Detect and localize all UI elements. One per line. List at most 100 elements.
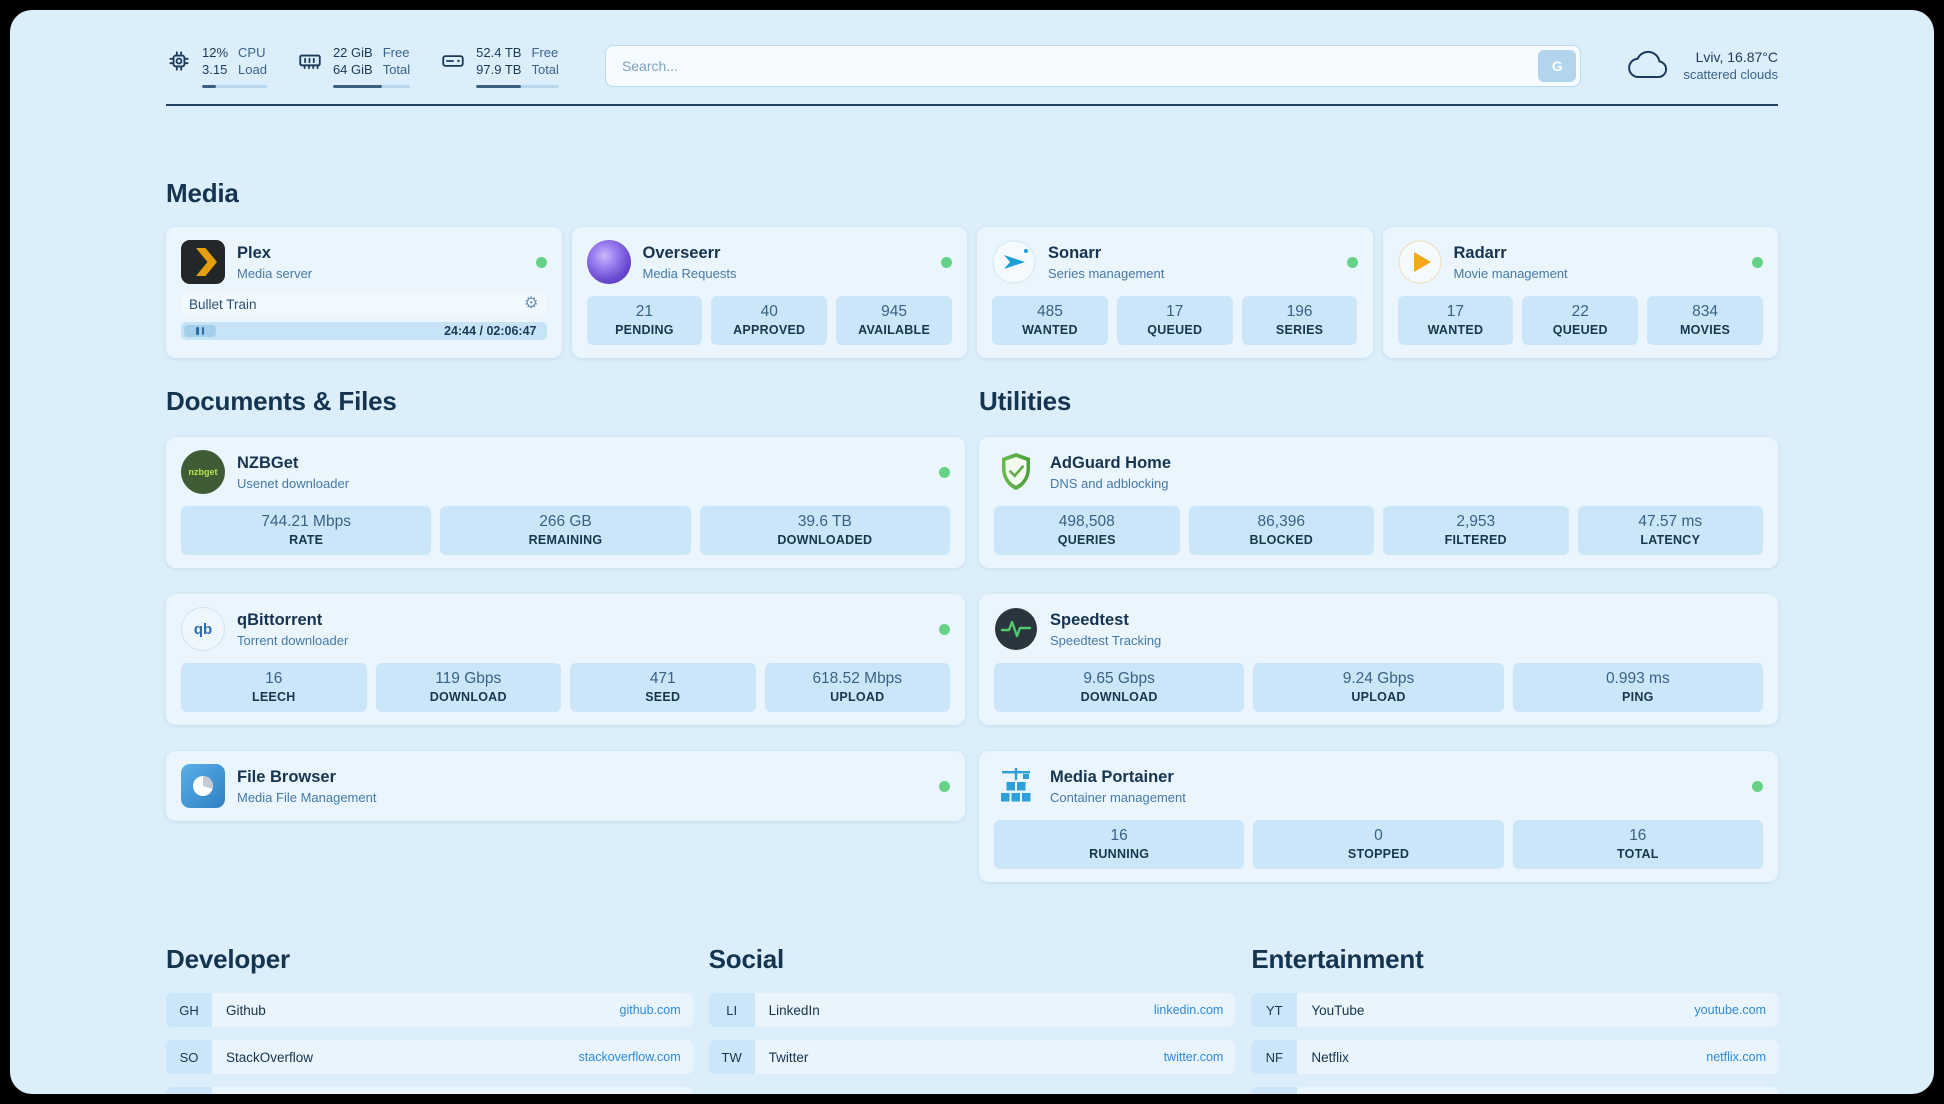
filebrowser-icon (181, 764, 225, 808)
stat-tile: 40 APPROVED (711, 296, 828, 345)
adguard-card[interactable]: AdGuard Home DNS and adblocking 498,508 … (979, 437, 1778, 568)
portainer-icon (994, 764, 1038, 808)
search-input[interactable] (604, 45, 1582, 87)
bookmark-linkedin[interactable]: LI LinkedIn linkedin.com (708, 993, 1236, 1027)
sonarr-card[interactable]: Sonarr Series management 485 WANTED 17 Q… (977, 227, 1373, 358)
ram-icon (297, 48, 323, 74)
stat-label: STOPPED (1347, 847, 1410, 861)
stat-tile: 16 TOTAL (1512, 820, 1763, 869)
bookmark-name: YouTube (1311, 1002, 1365, 1018)
stat-value: 9.24 Gbps (1342, 670, 1415, 687)
bookmark-name: LinkedIn (768, 1002, 820, 1018)
app-name: NZBGet (237, 453, 299, 472)
bookmark-url[interactable]: stackoverflow.com (578, 1050, 681, 1064)
bookmark-stackoverflow[interactable]: SO StackOverflow stackoverflow.com (166, 1040, 693, 1074)
bookmark-url[interactable]: github.com (619, 1003, 681, 1017)
bookmark-netflix[interactable]: NF Netflix netflix.com (1251, 1040, 1778, 1074)
stat-value: 40 (760, 303, 778, 320)
status-dot (941, 256, 952, 268)
speedtest-card[interactable]: Speedtest Speedtest Tracking 9.65 Gbps D… (979, 594, 1778, 725)
header-divider (166, 104, 1778, 106)
stat-label: RATE (289, 533, 324, 547)
ram-labels: Free Total (382, 45, 411, 77)
stat-label: QUEUED (1147, 323, 1203, 337)
status-dot (939, 780, 950, 792)
section-title-media: Media (166, 178, 239, 208)
stat-label: DOWNLOAD (429, 690, 507, 704)
top-bar: 12% 3.15 CPU Load 22 GiB 64 GiB F (166, 44, 1778, 88)
cloud-icon (1627, 49, 1671, 83)
qbittorrent-card[interactable]: qb qBittorrent Torrent downloader 16 LEE… (166, 594, 965, 725)
stat-tile: 945 AVAILABLE (836, 296, 952, 345)
disk-labels: Free Total (531, 45, 559, 77)
filebrowser-card[interactable]: File Browser Media File Management (166, 751, 965, 821)
now-playing-title: Bullet Train (189, 296, 257, 312)
status-dot (939, 623, 950, 635)
weather-widget[interactable]: Lviv, 16.87°C scattered clouds (1627, 48, 1778, 84)
stat-tile: 0 STOPPED (1253, 820, 1504, 869)
entertainment-section: Entertainment YT YouTube youtube.com NF … (1251, 944, 1778, 1094)
stat-tile: 21 PENDING (586, 296, 703, 345)
bookmark-dev[interactable]: DT DEV dev.to (166, 1087, 693, 1094)
app-name: Plex (237, 243, 271, 262)
documents-section: Documents & Files nzbget NZBGet Usenet d… (166, 386, 965, 821)
stat-value: 17 (1446, 303, 1465, 320)
bookmark-url[interactable]: youtube.com (1694, 1003, 1766, 1017)
qbittorrent-icon: qb (181, 607, 225, 651)
bookmark-github[interactable]: GH Github github.com (166, 993, 693, 1027)
stat-label: WANTED (1022, 323, 1078, 337)
adguard-icon (994, 450, 1038, 494)
stat-label: RUNNING (1089, 847, 1150, 861)
portainer-card[interactable]: Media Portainer Container management 16 … (979, 751, 1778, 882)
bookmark-abbr: DT (166, 1087, 212, 1094)
nzbget-card[interactable]: nzbget NZBGet Usenet downloader 744.21 M… (166, 437, 965, 568)
ram-usage-bar (332, 85, 411, 88)
cpu-usage-bar (202, 85, 267, 88)
app-name: Media Portainer (1050, 767, 1174, 786)
section-title-social: Social (708, 944, 785, 974)
stat-label: FILTERED (1444, 533, 1507, 547)
stat-value: 471 (649, 670, 676, 687)
stat-tile: 618.52 Mbps UPLOAD (764, 663, 950, 712)
bookmark-abbr: GH (166, 993, 212, 1027)
app-name: File Browser (237, 767, 337, 786)
search-engine-button[interactable]: G (1538, 50, 1577, 82)
bookmark-url[interactable]: netflix.com (1706, 1050, 1766, 1064)
bookmark-twitter[interactable]: TW Twitter twitter.com (708, 1040, 1236, 1074)
plex-card[interactable]: Plex Media server Bullet Train ⚙ 24:44 /… (166, 227, 562, 358)
status-dot (535, 256, 547, 268)
playback-progress-bar[interactable]: 24:44 / 02:06:47 (181, 322, 547, 340)
bookmark-url[interactable]: twitter.com (1163, 1050, 1224, 1064)
stat-tile: 86,396 BLOCKED (1188, 506, 1374, 555)
radarr-card[interactable]: Radarr Movie management 17 WANTED 22 QUE… (1382, 227, 1778, 358)
stat-value: 834 (1692, 303, 1718, 320)
stat-tile: 266 GB REMAINING (440, 506, 691, 555)
stat-value: 0 (1374, 827, 1383, 844)
status-dot (1346, 256, 1358, 268)
bookmark-url[interactable]: linkedin.com (1153, 1003, 1224, 1017)
bookmark-youtube[interactable]: YT YouTube youtube.com (1251, 993, 1778, 1027)
gear-icon[interactable]: ⚙ (524, 295, 539, 312)
search-bar: G (604, 45, 1582, 87)
bookmark-abbr: RE (1251, 1087, 1298, 1094)
stat-tile: 498,508 QUERIES (994, 506, 1180, 555)
stat-value: 498,508 (1058, 513, 1115, 530)
stat-label: UPLOAD (830, 690, 885, 704)
bookmark-name: Twitter (768, 1049, 809, 1065)
utilities-section: Utilities AdGuard Home DNS and adblockin… (979, 386, 1778, 882)
ram-values: 22 GiB 64 GiB (332, 45, 373, 77)
bookmark-abbr: TW (708, 1040, 755, 1074)
stat-tile: 0.993 ms PING (1512, 663, 1763, 712)
stat-label: AVAILABLE (858, 323, 931, 337)
weather-condition: scattered clouds (1683, 67, 1778, 82)
overseerr-card[interactable]: Overseerr Media Requests 21 PENDING 40 A… (571, 227, 967, 358)
app-subtitle: Container management (1050, 789, 1186, 805)
pause-icon[interactable] (184, 325, 216, 337)
stat-value: 16 (1629, 827, 1647, 844)
stat-value: 119 Gbps (435, 670, 502, 687)
bookmark-reddit[interactable]: RE Reddit reddit.com (1251, 1087, 1778, 1094)
stat-value: 0.993 ms (1605, 670, 1670, 687)
app-subtitle: Movie management (1453, 265, 1568, 281)
stat-value: 86,396 (1257, 513, 1305, 530)
section-title-documents: Documents & Files (166, 386, 397, 416)
